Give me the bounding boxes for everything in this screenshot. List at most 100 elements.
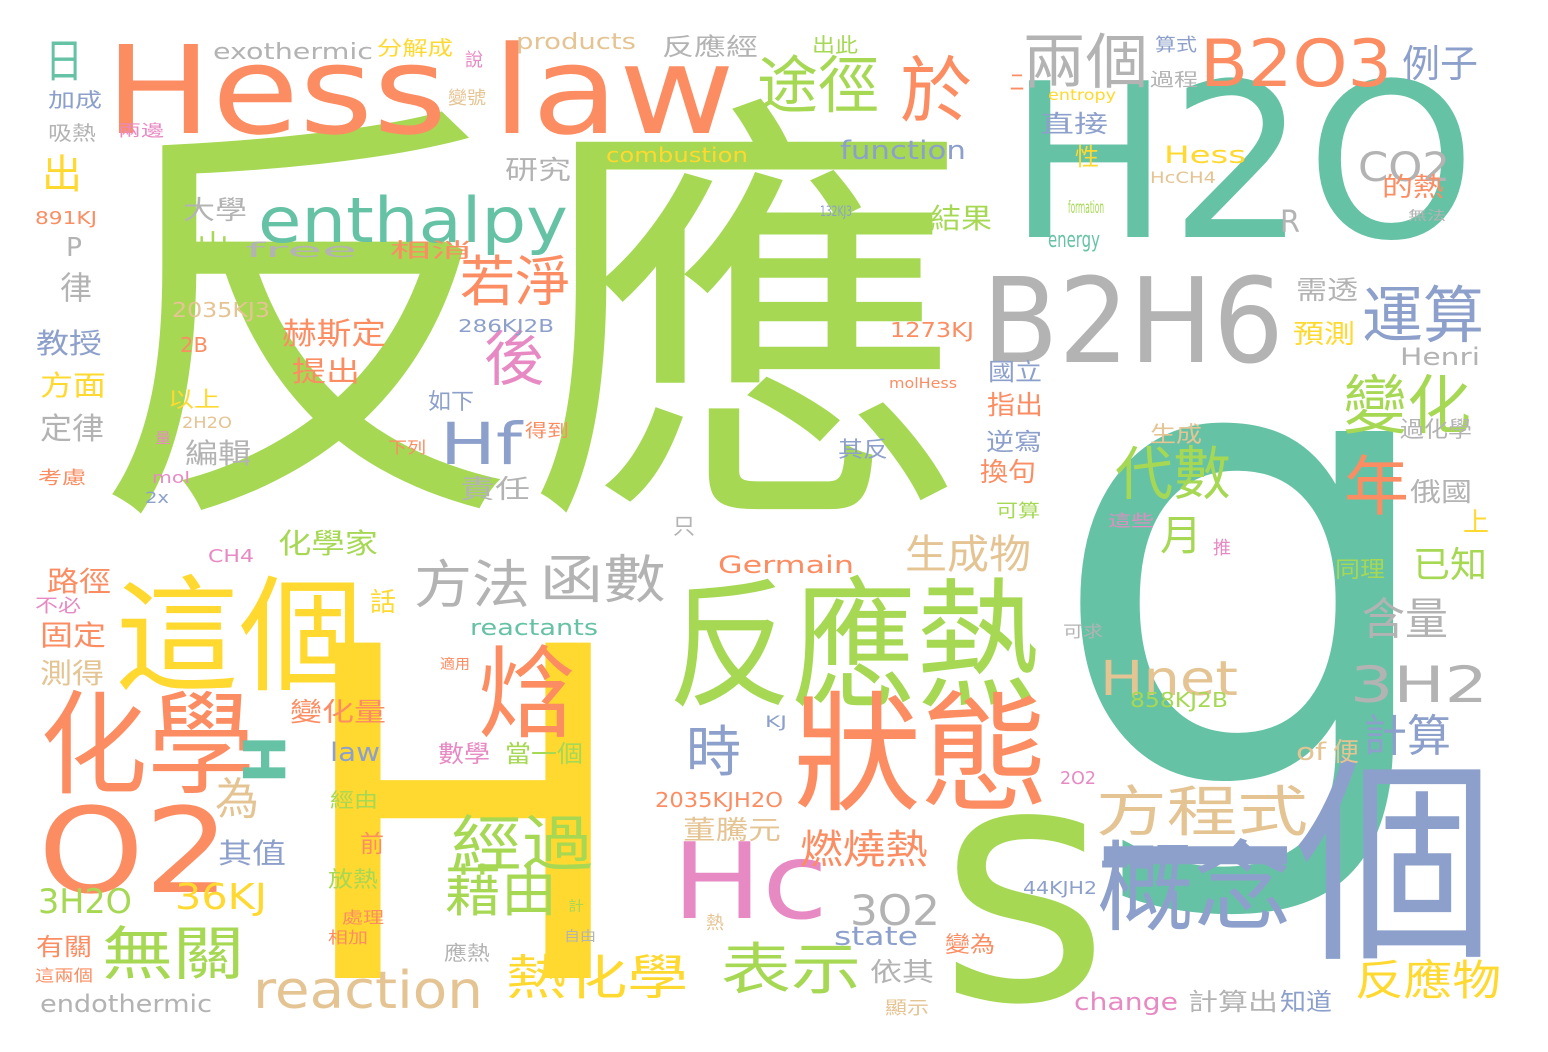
word-cjk-67: 二 (1010, 71, 1025, 96)
word-cjk-95: 預測 (1293, 320, 1356, 350)
word-cjk-112: 得到 (525, 421, 569, 442)
word-reaction: reaction (253, 961, 483, 1021)
word-cjk-170: 知道 (1280, 988, 1332, 1016)
word-b2h6: B2H6 (982, 252, 1284, 390)
word-cjk-79: 大學 (183, 196, 247, 226)
word-cjk-63: 算式 (1155, 35, 1198, 56)
word-cjk-7: 反應熱 (668, 566, 1041, 729)
word-cjk-42: 熱化學 (506, 950, 689, 1006)
word-cjk-33: 為 (215, 774, 259, 825)
word-cjk-123: 可算 (996, 501, 1040, 522)
word-formation: formation (1068, 198, 1105, 218)
word-cjk-98: 赫斯定 (282, 317, 387, 352)
word-reactants: reactants (470, 616, 599, 641)
word-cjk-142: 變化量 (290, 698, 387, 728)
word-cjk-30: 方法 (414, 556, 530, 616)
word-cjk-24: 年 (1344, 450, 1410, 525)
word-1273kj: 1273KJ (890, 318, 974, 342)
word-cjk-120: 責任 (460, 475, 531, 505)
word-cjk-71: 兩邊 (118, 121, 165, 140)
word-cjk-106: 如下 (428, 390, 474, 415)
word-cjk-85: 中山 (165, 230, 229, 260)
word-cjk-156: 計 (568, 899, 585, 915)
word-cjk-53: 日 (45, 34, 83, 88)
word-cjk-166: 依其 (870, 958, 934, 988)
word-cjk-43: 無關 (102, 920, 245, 988)
word-cjk-122: 俄國 (1410, 478, 1473, 508)
word-cjk-23: 變化 (1343, 370, 1471, 444)
word-molhess: molHess (889, 376, 958, 392)
word-co2: CO2 (1358, 145, 1451, 191)
word-cjk-102: 以上 (168, 388, 220, 413)
word-cjk-66: 變號 (448, 88, 487, 109)
word-r: R (1280, 205, 1301, 240)
word-cjk-125: 上 (1463, 508, 1489, 538)
word-henri: Henri (1400, 343, 1480, 371)
word-h: H (290, 552, 636, 1052)
word-2h2o: 2H2O (182, 413, 232, 432)
word-law: law (330, 738, 381, 768)
word-of: of (1296, 738, 1326, 766)
word-cjk-90: 律 (60, 269, 93, 307)
word-cjk-68: 過程 (1150, 70, 1198, 91)
word-cjk-157: 處理 (342, 908, 385, 927)
word-cjk-124: 這些 (1108, 511, 1155, 530)
word-cjk-137: 可求 (1063, 622, 1103, 641)
word-cjk-22: 運算 (1362, 279, 1485, 352)
word-cjk-110: 編輯 (185, 437, 251, 470)
word-cjk-161: 相加 (328, 928, 368, 947)
word-cjk-151: 董騰元 (683, 816, 781, 846)
word-cjk-59: 分解成 (377, 36, 454, 60)
word-cjk-144: 數學 (438, 740, 490, 768)
word-cjk-150: 經由 (330, 788, 378, 812)
word-cjk-115: 逆寫 (986, 428, 1043, 456)
word-hf: Hf (440, 410, 522, 478)
word-hc: Hc (672, 821, 828, 943)
word-cjk-152: 其值 (218, 837, 287, 870)
word-hnet: Hnet (1100, 651, 1238, 707)
word-cjk-138: 測得 (40, 657, 105, 690)
word-cjk-104: 國立 (988, 358, 1042, 386)
word-products: products (516, 30, 637, 55)
word-cjk-113: 生成 (1150, 423, 1202, 448)
word-cjk-39: 計算 (1363, 711, 1451, 762)
word-cjk-41: 表示 (721, 938, 861, 1003)
word-cjk-62: 出此 (812, 33, 858, 57)
word-cjk-165: 這兩個 (35, 966, 94, 985)
word-function: function (840, 136, 966, 166)
word-cjk-109: 量 (155, 431, 172, 447)
word-cjk-159: 熱 (706, 913, 724, 934)
word-cjk-133: 不必 (35, 596, 82, 617)
word-132kj3: 132KJ3 (820, 204, 853, 220)
word-cjk-27: 若淨 (460, 250, 571, 314)
word-cjk-116: 其反 (838, 438, 889, 463)
word-cjk-87: 相消 (390, 238, 472, 262)
word-ch4: CH4 (208, 546, 255, 567)
word-cjk-28: 代數 (1115, 440, 1232, 508)
word-cjk-126: 只 (673, 515, 695, 540)
word-energy: energy (1048, 228, 1100, 253)
word-germain: Germain (718, 551, 854, 579)
word-cjk-25: 後 (484, 325, 544, 395)
word-cjk-6: 一個 (1095, 737, 1495, 993)
word-cjk-38: 含量 (1362, 594, 1448, 645)
word-cjk-169: 計算出 (1188, 988, 1278, 1016)
word-cjk-101: 方面 (40, 369, 106, 402)
word-cjk-55: 已知 (1413, 545, 1488, 586)
word-cjk-97: 教授 (36, 327, 102, 360)
word-cjk-29: 月 (1160, 511, 1203, 560)
word-cjk-40: 藉由 (445, 860, 557, 925)
word-2o2: 2O2 (1060, 768, 1097, 789)
word-cjk-139: 適用 (440, 657, 470, 673)
word-cjk-72: 直接 (1040, 110, 1109, 138)
word-hess-law: Hess law (105, 20, 735, 162)
word-cjk-132: 路徑 (47, 565, 112, 598)
word-cjk-88: 結果 (930, 202, 993, 235)
word-cjk-131: 同理 (1335, 558, 1386, 583)
word-b2o3: B2O3 (1200, 27, 1393, 102)
word-change: change (1074, 988, 1178, 1016)
word-hcch4: HcCH4 (1150, 168, 1216, 187)
word-enthalpy: enthalpy (258, 184, 568, 257)
word-858kj2b: 858KJ2B (1130, 688, 1229, 712)
word-cjk-81: 的熱 (1382, 173, 1445, 203)
